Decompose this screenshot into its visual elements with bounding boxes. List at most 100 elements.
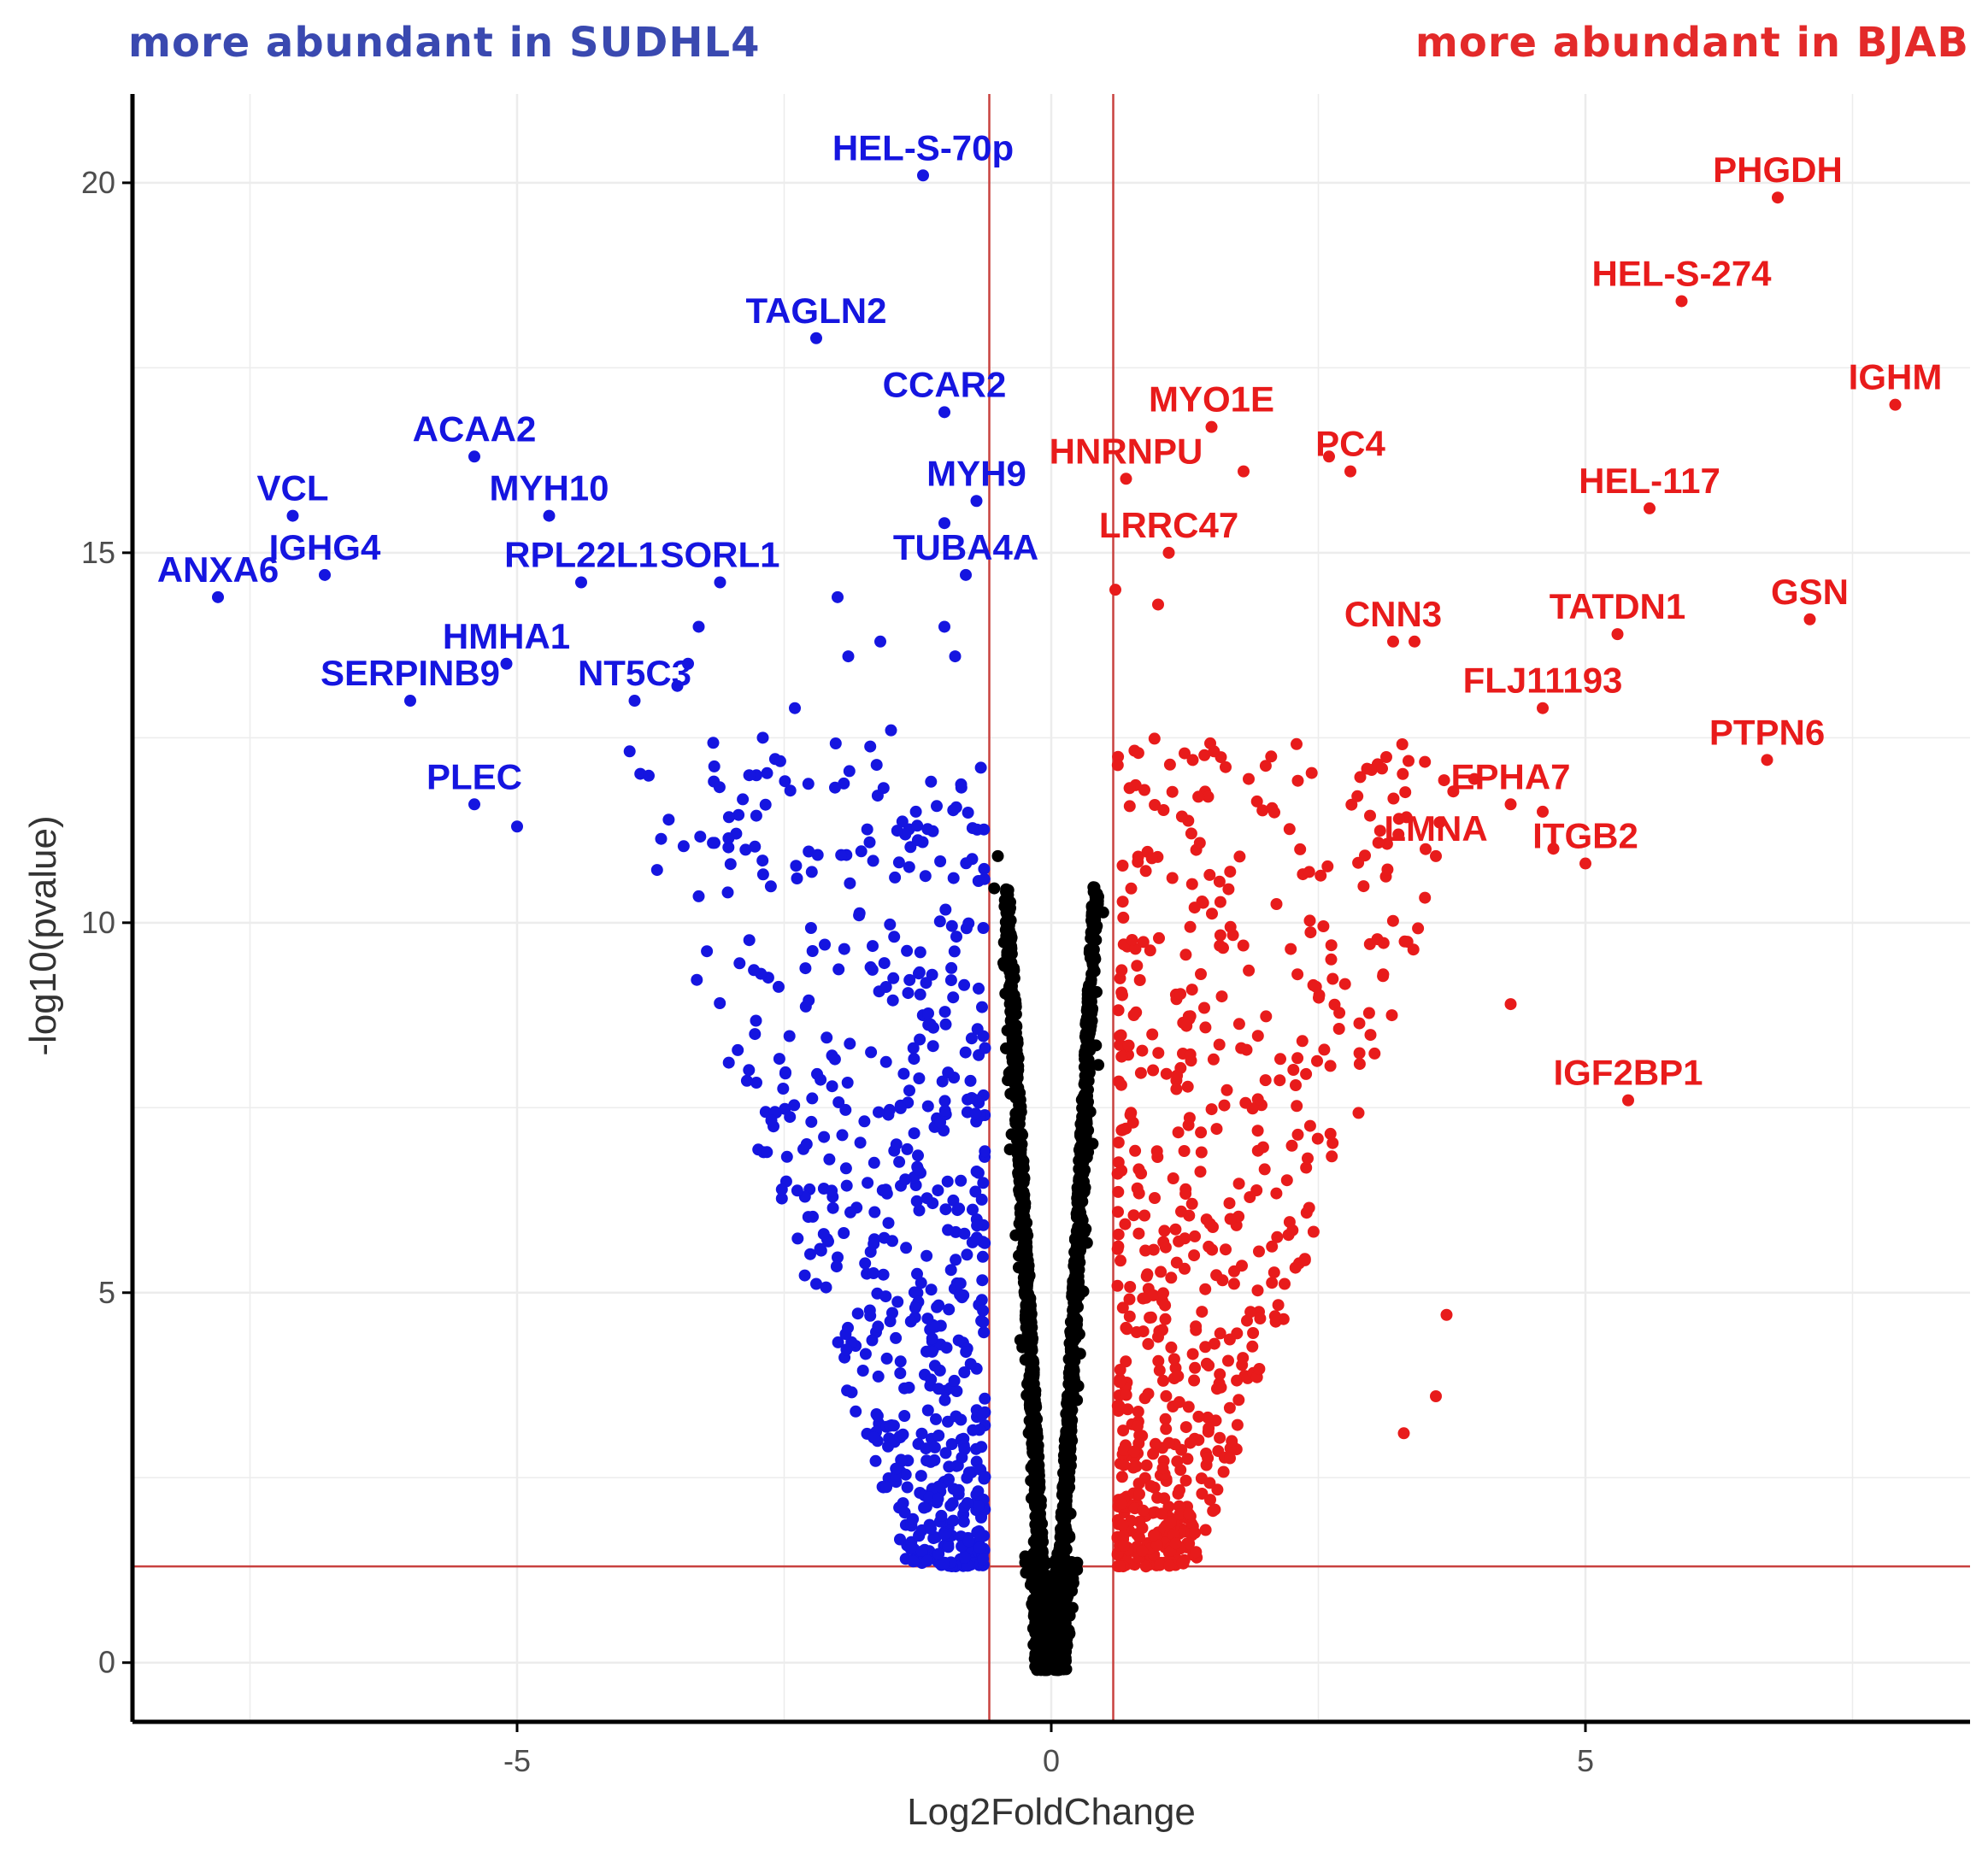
data-point bbox=[954, 1289, 967, 1301]
data-point bbox=[1199, 1341, 1212, 1354]
data-point bbox=[1112, 1004, 1125, 1017]
data-point bbox=[1003, 918, 1015, 931]
data-point bbox=[1116, 1518, 1129, 1531]
data-point bbox=[1053, 1598, 1066, 1611]
data-point bbox=[953, 1202, 966, 1215]
data-point bbox=[1409, 635, 1420, 648]
data-point bbox=[1203, 1477, 1216, 1489]
data-point bbox=[1138, 1209, 1151, 1222]
data-point bbox=[871, 1410, 884, 1422]
data-point bbox=[1311, 1054, 1323, 1067]
data-point bbox=[1163, 1559, 1176, 1572]
data-point bbox=[1317, 920, 1330, 932]
data-point bbox=[1164, 1516, 1177, 1529]
data-label: HEL-S-70p bbox=[832, 127, 1014, 167]
data-point bbox=[1181, 1453, 1194, 1465]
data-point bbox=[1119, 1218, 1132, 1230]
data-point bbox=[1140, 1459, 1153, 1471]
data-point bbox=[1060, 1432, 1073, 1445]
data-point bbox=[1068, 1348, 1080, 1361]
data-point bbox=[913, 966, 926, 978]
data-point bbox=[887, 972, 900, 984]
data-point bbox=[1325, 953, 1338, 966]
data-point bbox=[913, 1204, 926, 1217]
data-point bbox=[912, 1149, 924, 1162]
data-point bbox=[1173, 1508, 1186, 1521]
data-point bbox=[1066, 1404, 1079, 1417]
data-point bbox=[979, 1042, 991, 1054]
data-point bbox=[1027, 1553, 1040, 1565]
data-point bbox=[1111, 759, 1124, 772]
data-point bbox=[1039, 1640, 1052, 1653]
data-point bbox=[1050, 1569, 1062, 1581]
data-label: RPL22L1 bbox=[504, 535, 658, 575]
data-point bbox=[868, 1431, 880, 1444]
data-point bbox=[950, 801, 962, 813]
data-point bbox=[1114, 1376, 1126, 1389]
data-point bbox=[805, 866, 818, 878]
data-label: PHGDH bbox=[1713, 150, 1843, 190]
data-point bbox=[1116, 896, 1129, 908]
data-point bbox=[1009, 1021, 1021, 1034]
data-point bbox=[810, 1277, 822, 1290]
data-point bbox=[939, 903, 952, 916]
data-point bbox=[1290, 1079, 1302, 1091]
data-point bbox=[1223, 1197, 1236, 1210]
data-point bbox=[901, 1142, 914, 1155]
data-point bbox=[1169, 1223, 1182, 1236]
data-point bbox=[1120, 473, 1132, 485]
data-point bbox=[1397, 1427, 1410, 1440]
data-point bbox=[1199, 1283, 1212, 1295]
data-point bbox=[855, 845, 868, 858]
data-label: HNRNPU bbox=[1050, 431, 1203, 471]
data-point bbox=[1114, 1364, 1126, 1376]
data-point bbox=[926, 1345, 938, 1358]
data-label: GSN bbox=[1771, 572, 1849, 612]
data-point bbox=[1202, 1452, 1215, 1465]
data-point bbox=[1085, 1019, 1097, 1032]
data-point bbox=[764, 880, 777, 893]
data-point bbox=[966, 822, 979, 835]
data-point bbox=[1114, 1038, 1126, 1051]
data-point bbox=[1210, 1123, 1223, 1136]
data-point bbox=[971, 1219, 984, 1232]
data-point bbox=[817, 1228, 830, 1241]
data-point bbox=[1324, 1060, 1337, 1072]
data-point bbox=[969, 1107, 982, 1120]
data-point bbox=[1064, 1383, 1077, 1396]
data-point bbox=[1206, 907, 1218, 920]
data-point bbox=[1226, 1435, 1238, 1448]
data-point bbox=[974, 1530, 987, 1543]
data-point bbox=[1363, 937, 1376, 950]
data-point bbox=[743, 769, 756, 782]
data-point bbox=[692, 620, 705, 633]
data-point bbox=[749, 840, 762, 853]
data-point bbox=[1134, 1066, 1147, 1079]
data-point bbox=[677, 840, 690, 853]
data-point bbox=[756, 855, 769, 867]
data-point bbox=[872, 1370, 885, 1383]
data-point bbox=[1324, 1127, 1337, 1140]
data-point bbox=[868, 1267, 879, 1279]
data-point bbox=[955, 1174, 968, 1187]
data-point bbox=[1195, 1126, 1208, 1139]
data-point bbox=[1118, 1459, 1130, 1471]
data-point bbox=[1075, 1177, 1088, 1189]
data-point bbox=[1211, 1483, 1224, 1496]
data-point bbox=[934, 855, 947, 867]
data-point bbox=[862, 1177, 874, 1189]
data-point bbox=[889, 871, 902, 884]
data-point bbox=[1060, 1499, 1073, 1512]
data-point bbox=[866, 1334, 879, 1347]
data-point bbox=[1176, 1557, 1189, 1570]
data-point bbox=[1148, 1529, 1160, 1542]
data-point bbox=[1214, 1368, 1226, 1381]
data-point bbox=[1303, 1119, 1316, 1132]
data-point bbox=[844, 1206, 856, 1219]
data-point bbox=[1074, 1226, 1087, 1239]
data-point bbox=[1130, 1460, 1143, 1472]
data-point bbox=[1113, 1399, 1126, 1412]
data-point bbox=[1273, 1074, 1286, 1087]
data-point bbox=[1372, 837, 1385, 849]
data-point bbox=[1050, 1662, 1063, 1675]
